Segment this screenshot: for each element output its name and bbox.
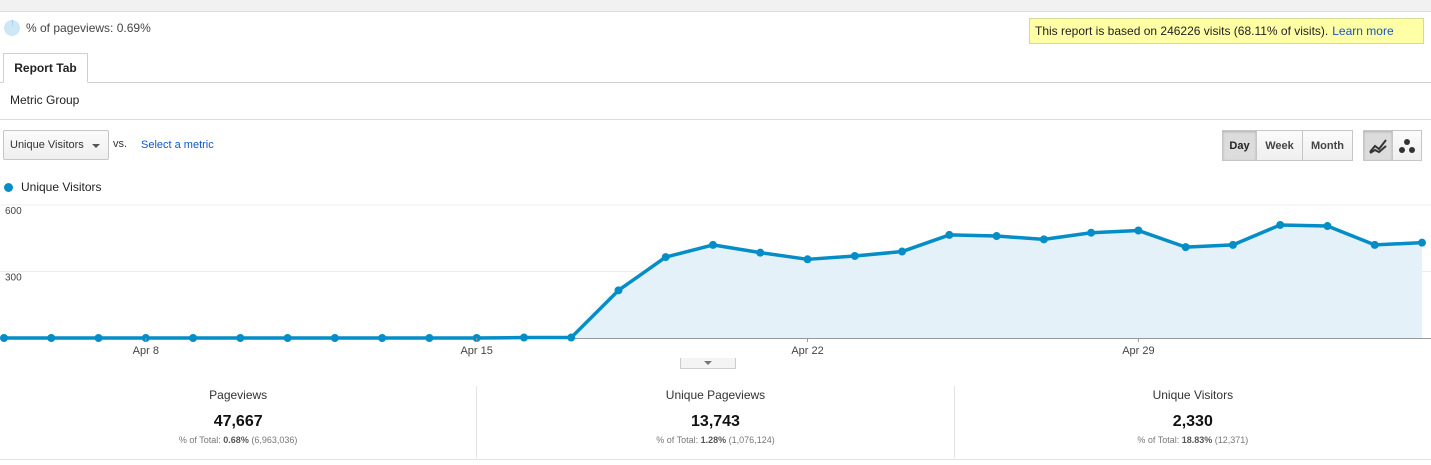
- data-point[interactable]: [283, 334, 292, 342]
- data-point[interactable]: [614, 286, 623, 295]
- learn-more-link[interactable]: Learn more: [1332, 24, 1394, 38]
- scorecard-total: % of Total: 0.68% (6,963,036): [178, 435, 298, 445]
- line-chart-icon: [1369, 138, 1387, 154]
- sampling-notice-text: This report is based on 246226 visits (6…: [1035, 24, 1329, 38]
- series-area: [4, 224, 1422, 338]
- chevron-down-icon: [92, 144, 100, 148]
- x-tick-label: Apr 29: [1122, 345, 1154, 357]
- data-point[interactable]: [756, 248, 765, 257]
- scorecards: Pageviews 47,667 % of Total: 0.68% (6,96…: [0, 386, 1431, 458]
- data-point[interactable]: [1039, 235, 1048, 244]
- data-point[interactable]: [425, 334, 434, 342]
- scorecard-value: 2,330: [1172, 413, 1213, 430]
- pageviews-pct-text: % of pageviews: 0.69%: [26, 21, 151, 35]
- month-button[interactable]: Month: [1302, 130, 1353, 161]
- data-point[interactable]: [1276, 220, 1285, 229]
- data-point[interactable]: [94, 334, 103, 342]
- sampling-notice: This report is based on 246226 visits (6…: [1029, 18, 1424, 44]
- data-point[interactable]: [1323, 222, 1332, 231]
- tab-report[interactable]: Report Tab: [3, 53, 88, 83]
- tab-report-label: Report Tab: [14, 61, 77, 75]
- y-tick-label: 600: [5, 206, 22, 217]
- data-point[interactable]: [1370, 240, 1379, 249]
- scorecard-value: 13,743: [691, 413, 740, 430]
- scorecard-label: Unique Pageviews: [665, 388, 766, 402]
- scorecard-label: Unique Visitors: [1152, 388, 1234, 402]
- legend-color-dot: [4, 182, 13, 192]
- vs-label: vs.: [113, 138, 128, 150]
- data-point[interactable]: [236, 334, 245, 342]
- x-tick-label: Apr 22: [791, 345, 823, 357]
- data-point[interactable]: [1181, 243, 1190, 252]
- data-point[interactable]: [519, 333, 528, 342]
- scorecard-total: % of Total: 1.28% (1,076,124): [656, 435, 775, 445]
- data-point[interactable]: [1134, 226, 1143, 235]
- expand-arrow-icon: [704, 361, 712, 365]
- scorecard-unique-pageviews[interactable]: Unique Pageviews 13,743 % of Total: 1.28…: [477, 386, 955, 458]
- data-point[interactable]: [1087, 228, 1096, 237]
- pageviews-percentage: % of pageviews: 0.69%: [4, 19, 151, 37]
- data-point[interactable]: [803, 255, 812, 264]
- line-chart: 300 600 Apr 8 Apr 15 Apr 22 Apr 29: [0, 204, 1431, 357]
- legend-label: Unique Visitors: [21, 180, 102, 194]
- scorecard-unique-visitors[interactable]: Unique Visitors 2,330 % of Total: 18.83%…: [955, 386, 1431, 458]
- y-tick-label: 300: [5, 273, 22, 284]
- select-metric-link[interactable]: Select a metric: [141, 139, 214, 151]
- motion-chart-button[interactable]: [1392, 130, 1422, 161]
- data-point[interactable]: [992, 232, 1001, 241]
- metric-dropdown[interactable]: Unique Visitors: [3, 130, 109, 160]
- data-point[interactable]: [378, 334, 387, 342]
- data-point[interactable]: [1418, 238, 1426, 247]
- scorecard-pageviews[interactable]: Pageviews 47,667 % of Total: 0.68% (6,96…: [0, 386, 478, 458]
- day-button[interactable]: Day: [1222, 130, 1257, 161]
- pie-chart-icon: [4, 20, 20, 36]
- line-chart-button[interactable]: [1363, 130, 1393, 161]
- scorecard-label: Pageviews: [209, 388, 268, 402]
- data-point[interactable]: [0, 334, 8, 342]
- period-selector: Day Week Month: [1222, 130, 1353, 161]
- divider: [0, 459, 1431, 460]
- data-point[interactable]: [1228, 240, 1237, 249]
- tab-strip-line: [0, 82, 1431, 83]
- data-point[interactable]: [330, 334, 339, 342]
- x-tick-label: Apr 8: [133, 345, 159, 357]
- data-point[interactable]: [567, 333, 576, 342]
- top-bar: [0, 0, 1431, 12]
- data-point[interactable]: [709, 240, 717, 249]
- divider: [0, 119, 1431, 120]
- scorecard-value: 47,667: [213, 413, 263, 430]
- metric-dropdown-value: Unique Visitors: [10, 139, 84, 151]
- x-tick-label: Apr 15: [460, 345, 492, 357]
- data-point[interactable]: [850, 251, 859, 260]
- data-point[interactable]: [898, 247, 907, 256]
- data-point[interactable]: [189, 334, 198, 342]
- data-point[interactable]: [661, 253, 670, 262]
- chart-legend: Unique Visitors: [4, 180, 101, 194]
- motion-chart-icon: [1399, 138, 1415, 153]
- metric-group-label: Metric Group: [10, 93, 80, 107]
- scorecard-total: % of Total: 18.83% (12,371): [1137, 435, 1249, 445]
- week-button[interactable]: Week: [1256, 130, 1303, 161]
- data-point[interactable]: [945, 230, 954, 239]
- data-point[interactable]: [47, 334, 56, 342]
- chart-expand-handle[interactable]: [680, 358, 736, 369]
- chart-type-selector: [1363, 130, 1422, 161]
